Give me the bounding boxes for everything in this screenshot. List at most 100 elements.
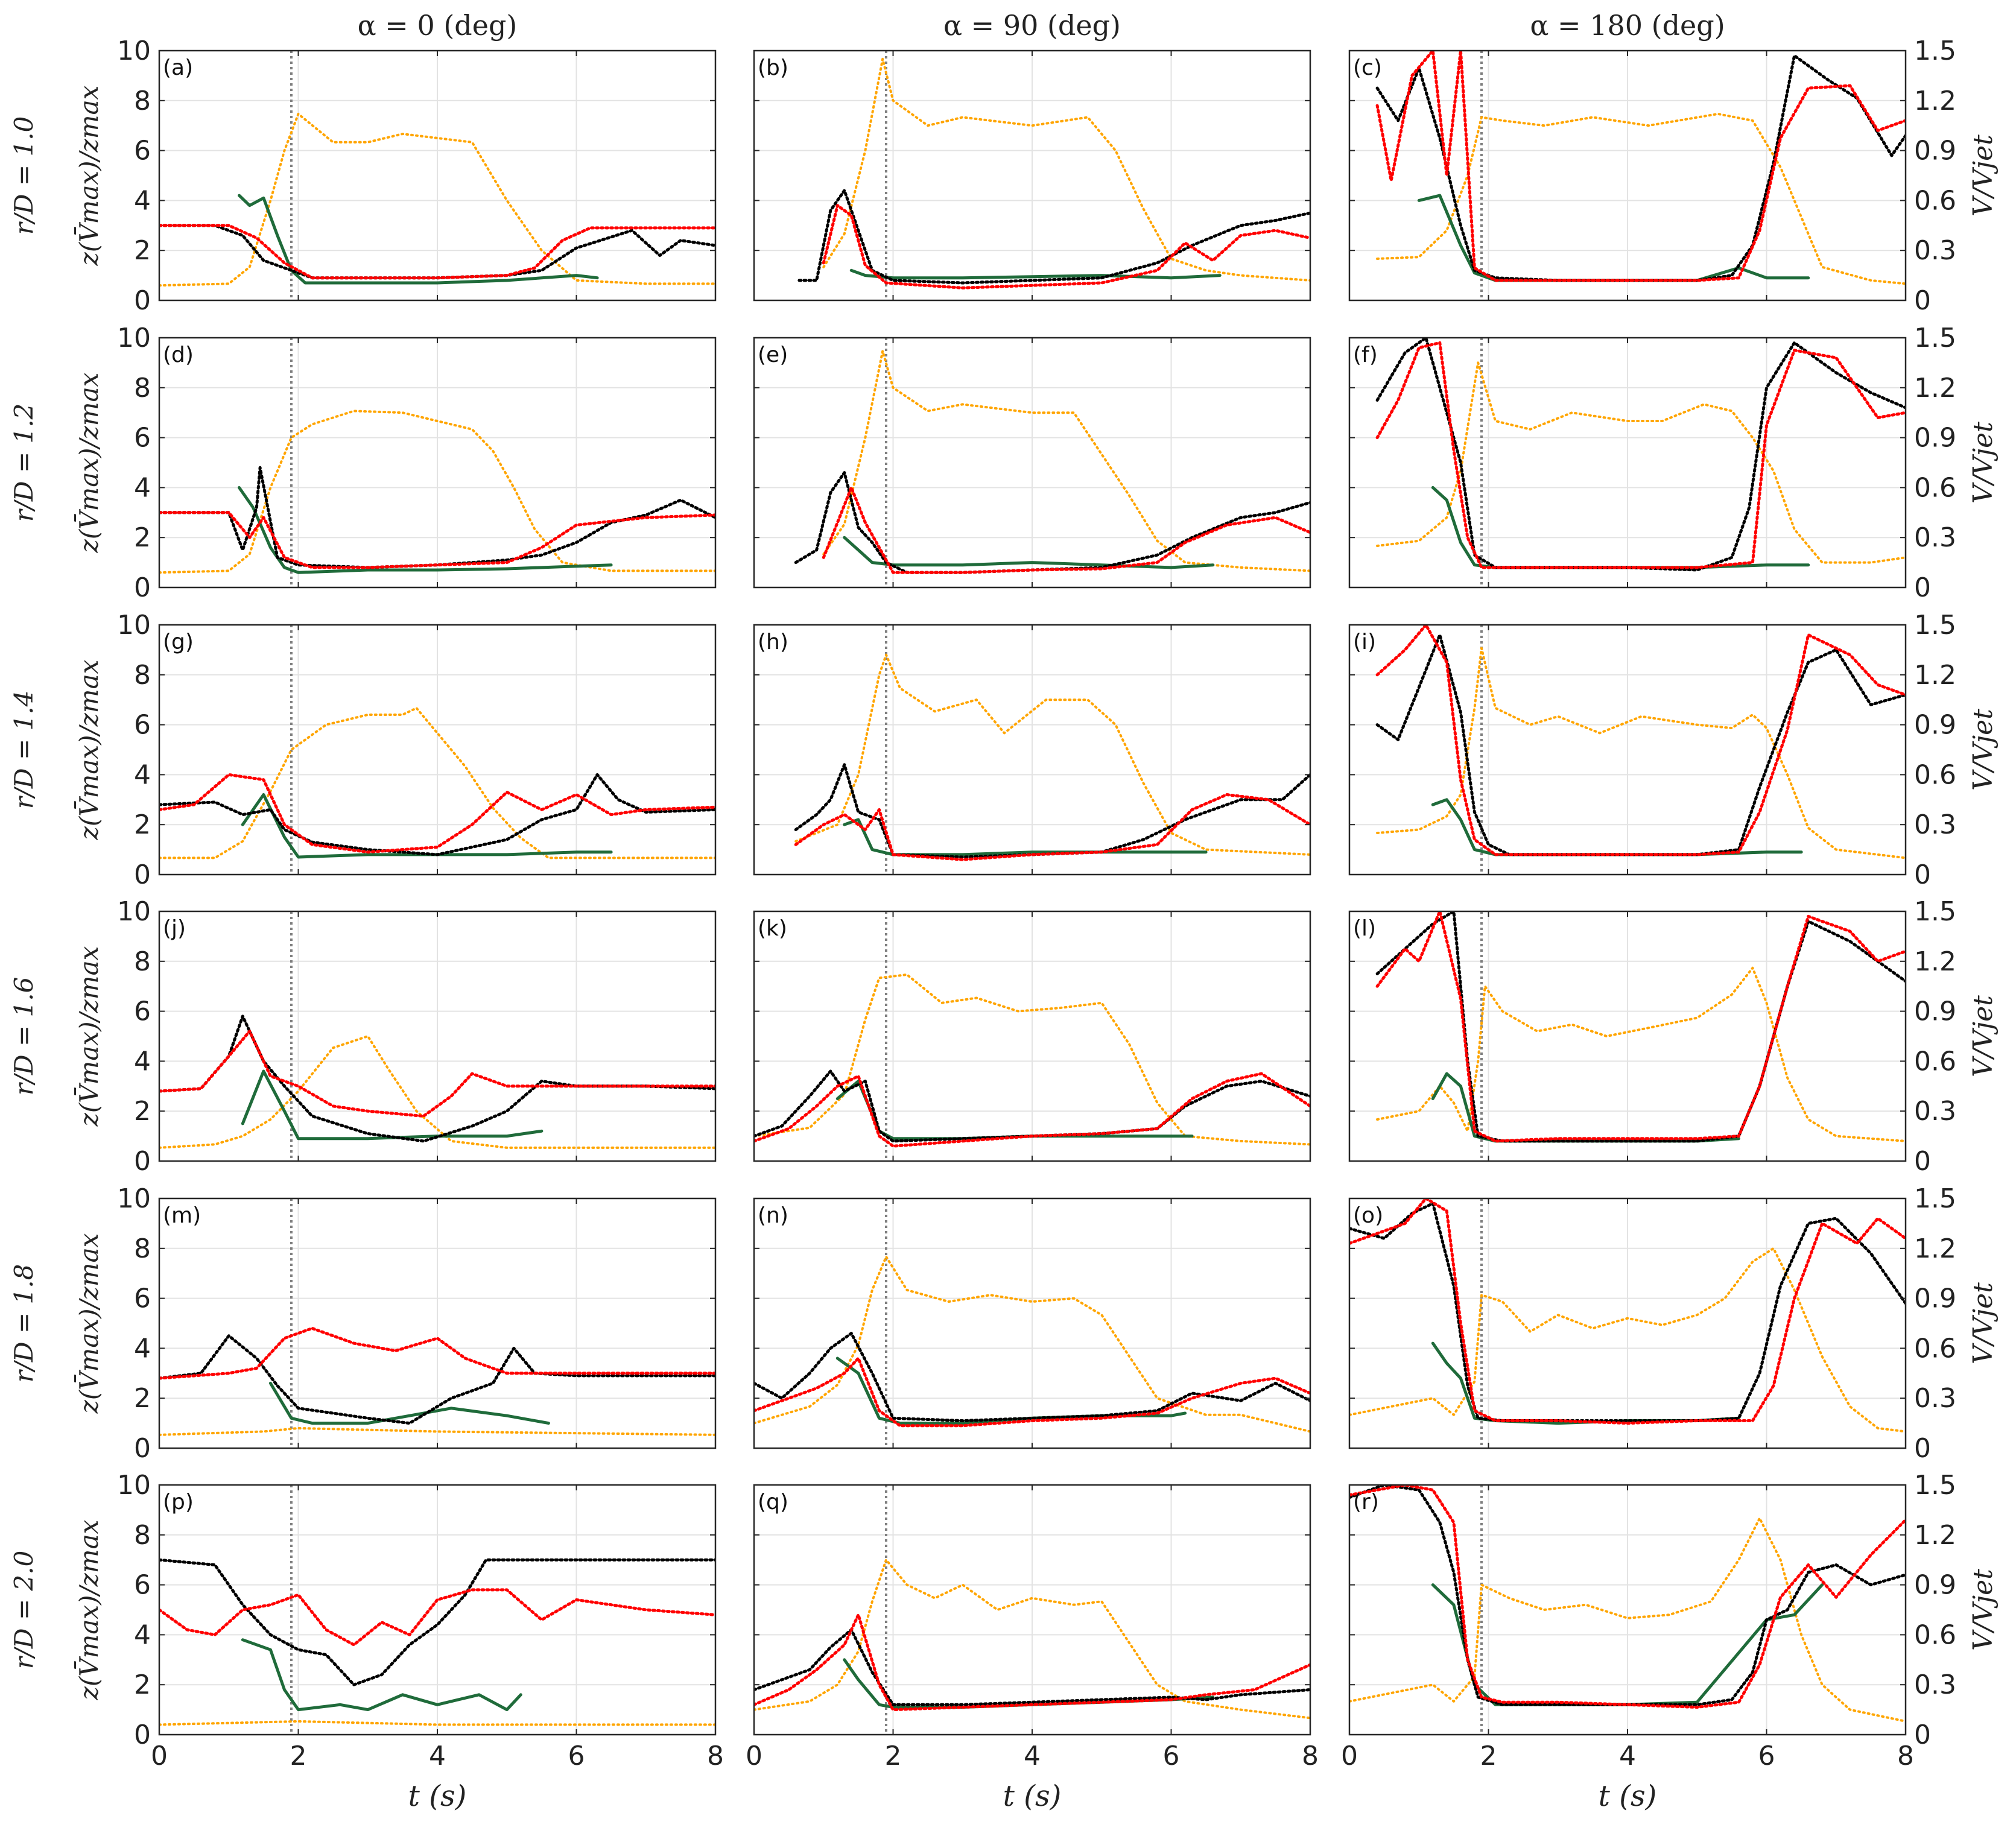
y-tick-label: 10 <box>117 323 151 353</box>
series-red-line <box>1375 341 1906 569</box>
panel-label: (r) <box>1353 1490 1379 1515</box>
series-red-line <box>159 224 715 280</box>
series-group <box>159 1014 715 1149</box>
y-tick-label: 10 <box>117 1183 151 1214</box>
left-y-axis-label: z(V̄max)/zmax <box>73 85 104 266</box>
x-tick-label: 2 <box>1480 1741 1497 1771</box>
panel-label: (l) <box>1353 916 1376 941</box>
y-tick-label: 8 <box>134 373 151 404</box>
panel-label: (a) <box>163 55 193 80</box>
series-red-line <box>822 486 1310 574</box>
y-tick-label-right: 0.3 <box>1914 1670 1956 1700</box>
y-tick-label: 2 <box>134 235 151 266</box>
y-tick-label-right: 0 <box>1914 572 1931 603</box>
y-tick-label: 2 <box>134 1383 151 1414</box>
right-y-axis-label: V/Vjet <box>1968 995 1999 1077</box>
y-tick-label: 2 <box>134 1096 151 1127</box>
y-tick-label-right: 0.6 <box>1914 1333 1956 1364</box>
series-red-line <box>159 773 715 854</box>
series-red-line <box>754 1072 1310 1148</box>
y-tick-label-right: 1.5 <box>1914 323 1956 353</box>
series-orange-line <box>159 112 715 287</box>
panel-m: 0 2 4 6 8 10 (m) <box>117 1183 717 1464</box>
series-red-line <box>1375 911 1906 1143</box>
y-tick-label-right: 0.3 <box>1914 1383 1956 1414</box>
series-green-line <box>241 793 613 859</box>
series-black-line <box>1375 911 1906 1143</box>
panel-j: 0 2 4 6 8 10 (j) <box>117 896 717 1177</box>
left-y-axis-label: z(V̄max)/zmax <box>73 1233 104 1414</box>
y-tick-label: 0 <box>134 1433 151 1464</box>
x-tick-label: 8 <box>707 1741 724 1771</box>
panel-label: (p) <box>163 1490 194 1515</box>
y-tick-label: 6 <box>134 136 151 166</box>
x-tick-label: 0 <box>151 1741 168 1771</box>
series-orange-line <box>159 1720 715 1726</box>
series-black-line <box>754 1069 1310 1143</box>
series-green-line <box>238 194 599 285</box>
panel-f: 0 0.3 0.6 0.9 1.2 1.5 (f) <box>1348 323 1956 603</box>
panel-label: (q) <box>758 1490 788 1515</box>
series-green-line <box>241 1638 522 1712</box>
y-tick-label-right: 0.3 <box>1914 522 1956 553</box>
y-tick-label: 0 <box>134 1720 151 1750</box>
column-title-2: α = 180 (deg) <box>1530 9 1725 42</box>
row-label: r/D = 2.0 <box>9 1551 39 1670</box>
panel-label: (f) <box>1353 343 1378 367</box>
y-tick-label: 8 <box>134 660 151 691</box>
series-orange-line <box>1376 361 1906 564</box>
panel-g: 0 2 4 6 8 10 (g) <box>117 610 717 890</box>
panel-l: 0 0.3 0.6 0.9 1.2 1.5 (l) <box>1348 896 1956 1177</box>
y-tick-label-right: 1.2 <box>1914 946 1956 977</box>
panel-label: (b) <box>758 55 788 80</box>
series-red-line <box>159 511 715 569</box>
left-y-axis-label: z(V̄max)/zmax <box>73 1519 104 1700</box>
y-tick-label-right: 0 <box>1914 859 1931 890</box>
y-tick-label: 6 <box>134 1284 151 1314</box>
x-tick-label: 2 <box>885 1741 902 1771</box>
x-tick-label: 6 <box>1758 1741 1775 1771</box>
series-orange-line <box>1376 112 1906 285</box>
y-tick-label: 4 <box>134 185 151 216</box>
x-tick-label: 4 <box>1619 1741 1636 1771</box>
series-black-line <box>159 1014 715 1143</box>
row-label: r/D = 1.6 <box>9 977 39 1096</box>
series-orange-line <box>822 350 1310 572</box>
column-title-1: α = 90 (deg) <box>943 9 1121 42</box>
series-group <box>159 112 715 287</box>
series-group <box>159 707 715 859</box>
y-tick-label-right: 0.3 <box>1914 235 1956 266</box>
series-red-line <box>1349 1485 1906 1709</box>
series-group <box>1375 911 1906 1143</box>
y-tick-label: 6 <box>134 996 151 1027</box>
right-y-axis-label: V/Vjet <box>1968 135 1999 217</box>
y-tick-label: 4 <box>134 759 151 790</box>
row-label: r/D = 1.0 <box>9 116 39 235</box>
series-black-line <box>754 1332 1310 1422</box>
y-tick-label: 0 <box>134 285 151 316</box>
series-orange-line <box>1376 647 1906 859</box>
panel-h: (h) <box>753 624 1311 876</box>
x-axis-label: t (s) <box>408 1779 467 1813</box>
y-tick-label-right: 0 <box>1914 1433 1931 1464</box>
y-tick-label-right: 1.5 <box>1914 1470 1956 1501</box>
x-tick-label: 6 <box>568 1741 585 1771</box>
y-tick-label-right: 0.3 <box>1914 809 1956 840</box>
panel-c: 0 0.3 0.6 0.9 1.2 1.5 (c) <box>1348 36 1956 316</box>
y-tick-label: 2 <box>134 522 151 553</box>
y-tick-label: 2 <box>134 809 151 840</box>
panel-o: 0 0.3 0.6 0.9 1.2 1.5 (o) <box>1348 1183 1956 1464</box>
series-group <box>754 1255 1310 1433</box>
y-tick-label-right: 0.6 <box>1914 472 1956 503</box>
panel-label: (n) <box>758 1203 788 1228</box>
panel-label: (d) <box>163 343 194 367</box>
series-orange-line <box>822 57 1310 282</box>
panel-label: (g) <box>163 630 194 654</box>
y-tick-label: 4 <box>134 1619 151 1650</box>
panel-p: 0 2 4 6 8 10 0 2 4 6 8 (p) <box>117 1470 724 1771</box>
series-orange-line <box>159 1426 715 1436</box>
y-tick-label: 8 <box>134 86 151 116</box>
x-tick-label: 0 <box>1341 1741 1358 1771</box>
series-red-line <box>794 793 1310 861</box>
